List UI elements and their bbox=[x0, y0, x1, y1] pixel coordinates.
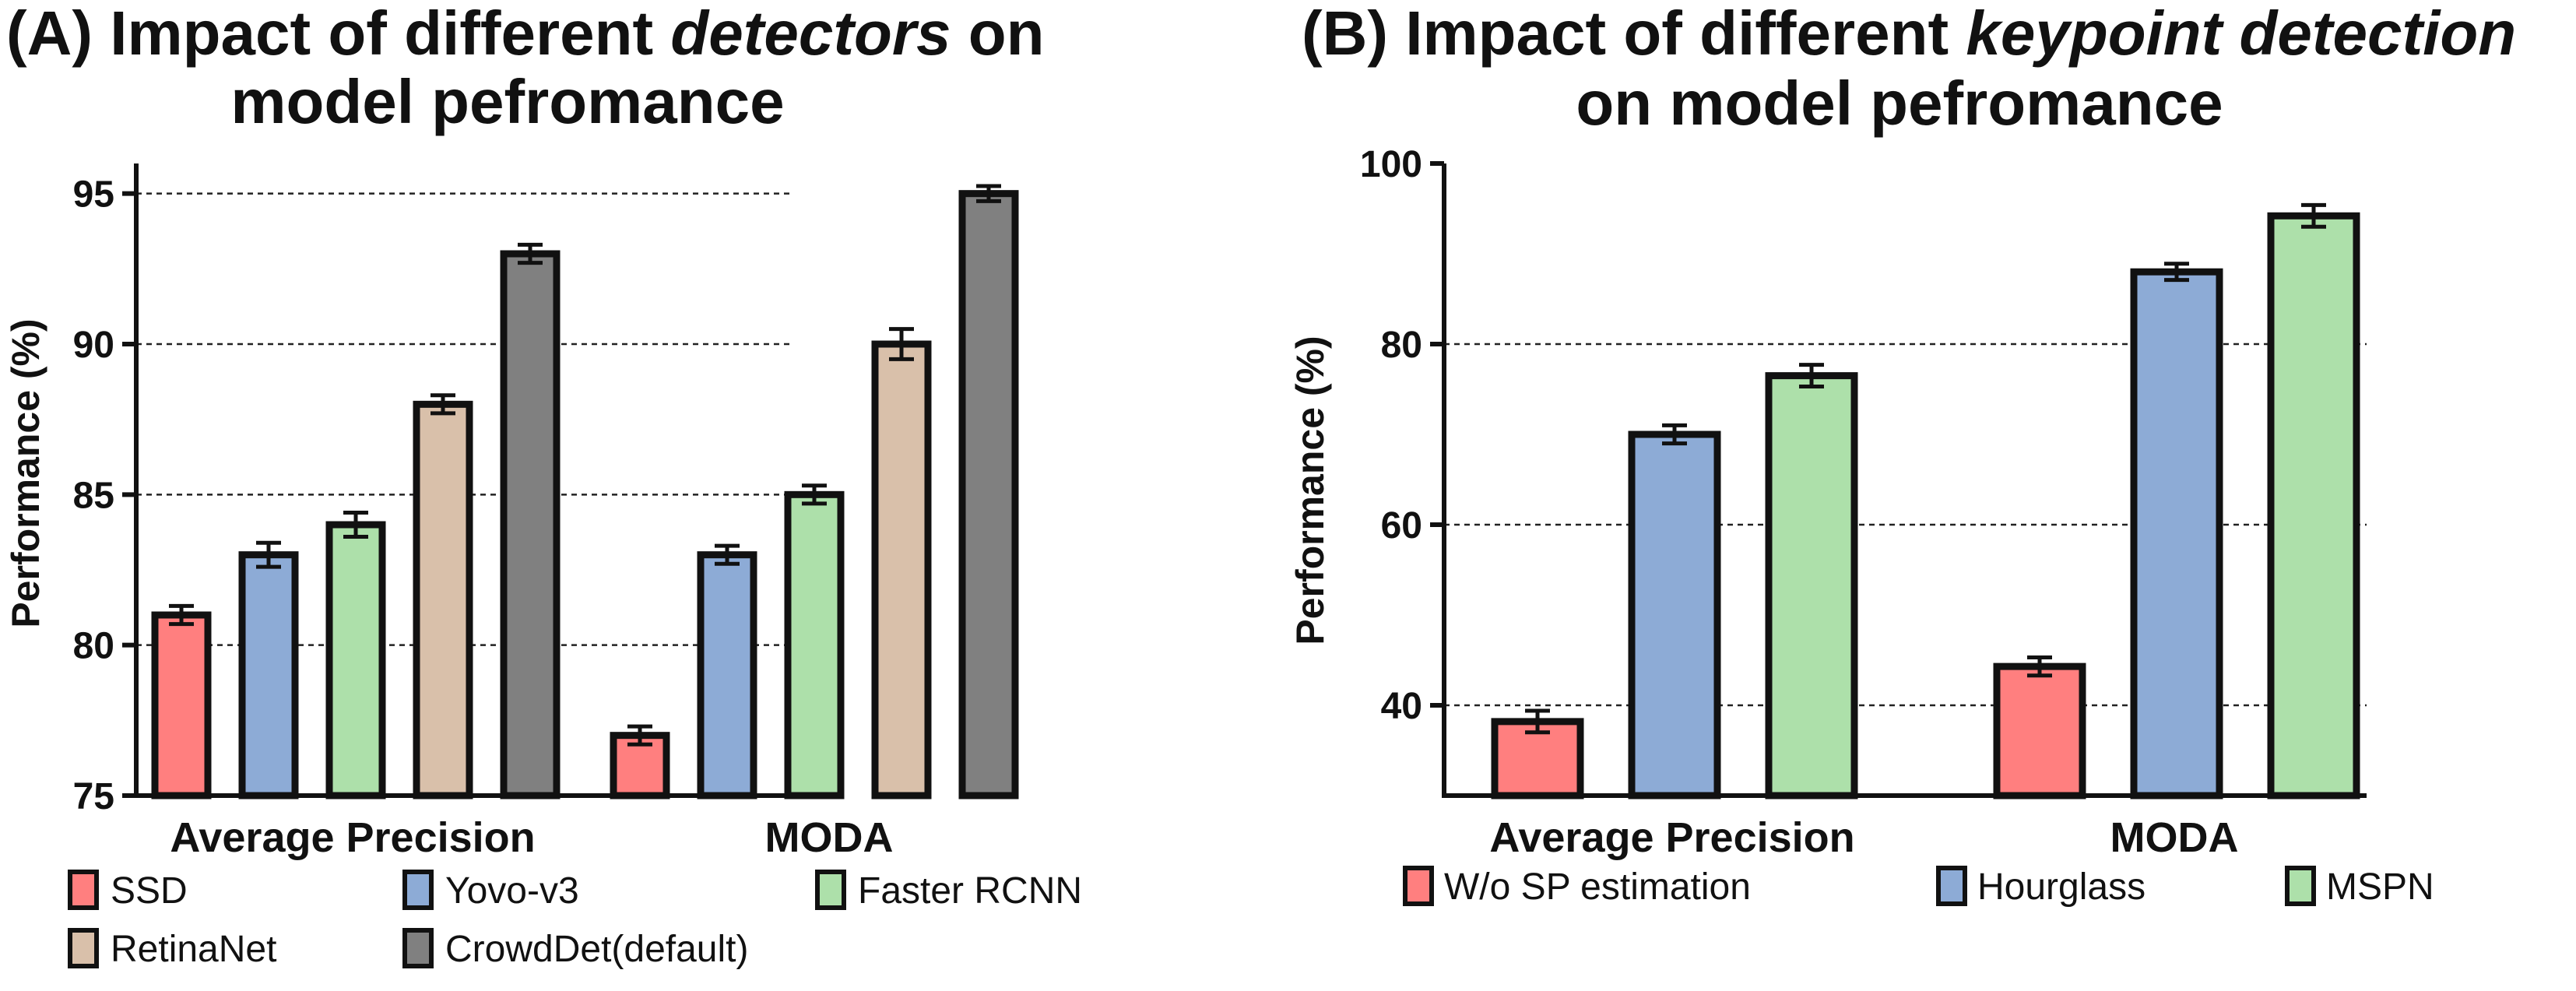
panel-a-legend-swatch bbox=[402, 928, 434, 968]
panel-b-legend: W/o SP estimation Hourglass MSPN bbox=[1403, 866, 2434, 908]
panel-b-legend-swatch bbox=[1403, 866, 1434, 906]
panel-b-bar bbox=[2267, 212, 2360, 799]
panel-b-legend-label: W/o SP estimation bbox=[1444, 866, 1751, 908]
panel-a-bar bbox=[500, 250, 561, 799]
panel-a-bar bbox=[697, 551, 757, 799]
panel-a-legend: SSD Yovo-v3 Faster RCNN RetinaNet CrowdDet(d… bbox=[68, 870, 1082, 970]
panel-a-legend-label: RetinaNet bbox=[111, 929, 276, 970]
panel-a-bar bbox=[958, 190, 1019, 799]
panel-a-legend-swatch bbox=[815, 870, 846, 910]
panel-b-category-label: Average Precision bbox=[1489, 814, 1854, 861]
panel-b-bar bbox=[1993, 662, 2086, 799]
panel-a-bar bbox=[413, 400, 473, 799]
panel-b-plot: 40 60 80 100 Average Precision MODA bbox=[1360, 144, 2367, 861]
panel-a-y-tick-label: 80 bbox=[73, 626, 114, 667]
panel-a-y-tick-label: 85 bbox=[73, 475, 114, 516]
panel-a-bar bbox=[784, 490, 845, 799]
panel-a-legend-swatch bbox=[68, 928, 99, 968]
panel-a-y-tick-label: 95 bbox=[73, 174, 114, 216]
panel-a-plot: 75 80 85 90 95 Average Precision MODA bbox=[73, 163, 1019, 861]
panel-a-legend-label: Yovo-v3 bbox=[445, 870, 579, 912]
panel-b-y-tick-label: 60 bbox=[1381, 505, 1422, 546]
panel-b-title-line1: (B) Impact of different keypoint detecti… bbox=[1302, 0, 2516, 68]
panel-a-legend-label: CrowdDet(default) bbox=[445, 929, 748, 970]
panel-a-category-label: MODA bbox=[765, 814, 894, 861]
panel-b-y-tick-label: 80 bbox=[1381, 325, 1422, 366]
panel-a-legend-swatch bbox=[402, 870, 434, 910]
panel-a-legend-swatch bbox=[68, 870, 99, 910]
panel-a-legend-label: SSD bbox=[111, 870, 188, 912]
panel-b-title-line2: on model pefromance bbox=[1576, 69, 2223, 138]
panel-a-bar bbox=[325, 521, 386, 799]
panel-a-category-label: Average Precision bbox=[170, 814, 535, 861]
panel-b-legend-label: MSPN bbox=[2326, 866, 2434, 908]
panel-a-title-line1: (A) Impact of different detectors on bbox=[6, 0, 1044, 68]
panel-a-bar bbox=[871, 340, 932, 799]
panel-b-y-tick-label: 40 bbox=[1381, 686, 1422, 727]
panel-a-bar bbox=[151, 611, 212, 799]
panel-b-bar bbox=[2130, 268, 2223, 799]
panel-a-y-tick-label: 75 bbox=[73, 776, 114, 817]
panel-b-y-axis-label: Performance (%) bbox=[1288, 336, 1332, 645]
panel-b-y-tick-label: 100 bbox=[1360, 144, 1422, 185]
panel-b-legend-label: Hourglass bbox=[1977, 866, 2145, 908]
panel-a-y-axis-label: Performance (%) bbox=[4, 318, 47, 627]
panel-b-bar bbox=[1628, 430, 1721, 799]
panel-a-bar bbox=[238, 551, 299, 799]
panel-a-y-tick-label: 90 bbox=[73, 325, 114, 366]
panel-a-legend-label: Faster RCNN bbox=[858, 870, 1082, 912]
panel-b-bar bbox=[1765, 372, 1858, 799]
panel-b-category-label: MODA bbox=[2110, 814, 2239, 861]
panel-b-legend-swatch bbox=[1936, 866, 1967, 906]
panel-b-legend-swatch bbox=[2285, 866, 2316, 906]
panel-a-title-line2: model pefromance bbox=[230, 67, 784, 136]
